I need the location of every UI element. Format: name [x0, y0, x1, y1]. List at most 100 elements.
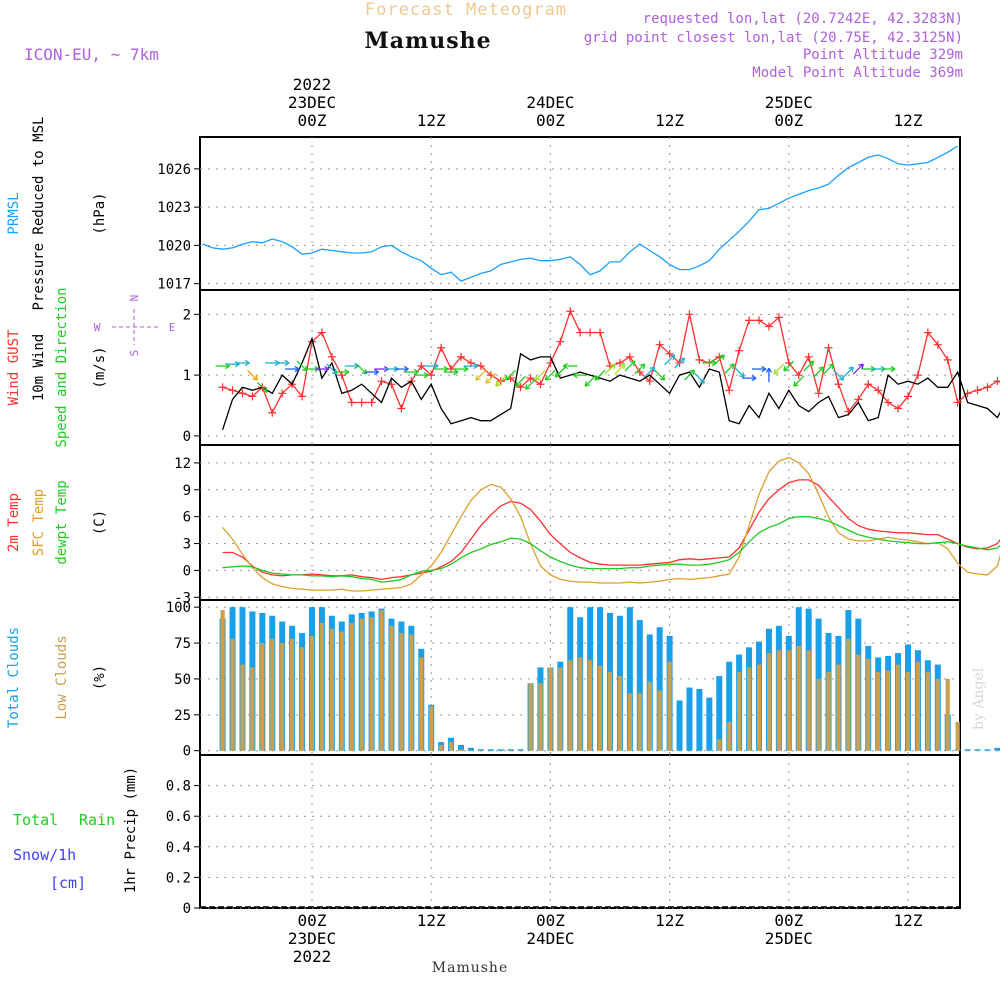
y-tick-label: 0 — [183, 563, 191, 579]
gust-marker — [298, 392, 307, 401]
wind-arrow-head — [890, 365, 896, 373]
total-cloud-bar — [517, 749, 524, 751]
wind-arrow — [713, 354, 725, 366]
gust-marker — [913, 371, 922, 380]
top-time-label: 23DEC — [288, 93, 336, 112]
low-cloud-bar — [220, 610, 225, 751]
y-tick-label: 0.8 — [166, 779, 191, 795]
rain-label: Rain — [79, 811, 115, 829]
low-cloud-bar — [677, 750, 682, 752]
low-cloud-bar — [816, 678, 821, 751]
wind-arrow-head — [848, 366, 854, 373]
wind-arrow-head — [609, 363, 616, 370]
gust-marker — [774, 313, 783, 322]
gust-marker — [874, 386, 883, 395]
wind-arrow-head — [524, 384, 531, 390]
wind-arrow — [515, 375, 527, 387]
wind-arrow — [535, 369, 546, 381]
low-cloud-bar — [339, 631, 344, 751]
wind-arrow — [783, 360, 795, 372]
total-cloud-bar — [458, 744, 464, 751]
total-cloud-bar — [507, 749, 514, 751]
wind-arrow-head — [808, 360, 815, 367]
wind-arrow-head — [649, 366, 656, 373]
credit-watermark: by Angel — [971, 667, 987, 730]
low-cloud-bar — [866, 658, 871, 751]
gust-marker — [904, 392, 912, 401]
low-cloud-bar — [240, 664, 245, 751]
gust-marker — [596, 328, 605, 337]
low-cloud-bar — [995, 750, 1000, 752]
low-cloud-bar — [826, 671, 831, 751]
total-cloud-bar — [686, 687, 693, 751]
wind-arrow-head — [659, 375, 666, 381]
wind-arrow-head — [244, 359, 250, 367]
wind-arrow-head — [751, 375, 757, 382]
gust-marker — [745, 316, 754, 325]
gust-marker — [824, 343, 833, 352]
top-time-label: 25DEC — [765, 93, 813, 112]
wind-arrow-head — [793, 381, 799, 387]
gust-marker — [536, 380, 545, 389]
low-cloud-bar — [915, 661, 921, 751]
gust-marker — [735, 346, 744, 355]
wind-arrow — [733, 366, 745, 378]
wind-arrow-head — [858, 363, 864, 370]
low-cloud-bar — [399, 633, 404, 751]
series-line — [221, 336, 1000, 431]
panel-label: Wind GUST — [6, 329, 22, 405]
wind-arrow — [525, 378, 536, 390]
gust-marker — [576, 328, 585, 337]
wind-arrow-head — [739, 371, 745, 378]
low-cloud-bar — [458, 749, 464, 751]
rain-label: Total — [13, 811, 58, 829]
total-cloud-bar — [626, 607, 633, 751]
low-cloud-bar — [905, 671, 911, 751]
gust-marker — [586, 328, 595, 337]
wind-arrow-head — [639, 363, 646, 370]
total-cloud-bar — [984, 749, 991, 751]
compass-s: S — [128, 350, 141, 357]
bottom-time-label: 23DEC — [288, 929, 336, 948]
bottom-time-label: 12Z — [417, 911, 446, 930]
wind-arrow — [773, 363, 785, 375]
y-tick-label: 75 — [174, 636, 191, 652]
low-cloud-bar — [697, 750, 702, 752]
gust-marker — [317, 328, 326, 337]
gust-marker — [993, 377, 1000, 386]
wind-arrow-head — [572, 371, 578, 379]
top-time-label: 2022 — [293, 75, 332, 94]
low-cloud-bar — [637, 693, 642, 751]
total-cloud-bar — [696, 688, 703, 751]
gust-marker — [228, 386, 237, 395]
unit-label: (m/s) — [92, 346, 108, 388]
gust-marker — [834, 380, 843, 389]
low-cloud-bar — [856, 654, 861, 751]
unit-label: (%) — [92, 665, 108, 690]
location-title: Mamushe — [364, 28, 491, 54]
gust-marker — [268, 408, 277, 417]
gust-marker — [377, 377, 386, 386]
y-tick-label: -3 — [174, 590, 191, 606]
y-tick-label: 2 — [183, 307, 191, 323]
y-tick-label: 9 — [183, 483, 191, 499]
wind-arrow — [674, 357, 685, 369]
wind-arrow — [684, 369, 695, 381]
low-cloud-bar — [468, 750, 474, 752]
low-cloud-bar — [717, 739, 722, 751]
compass-n: N — [128, 295, 141, 302]
wind-arrow-head — [473, 362, 479, 370]
series-line — [202, 145, 959, 282]
wind-arrow-head — [505, 375, 511, 381]
low-cloud-bar — [290, 638, 295, 751]
wind-arrow — [246, 369, 258, 381]
gust-marker — [764, 322, 773, 331]
y-tick-label: 1 — [183, 368, 191, 384]
wind-arrow — [604, 363, 616, 375]
wind-arrow — [644, 366, 656, 378]
gust-marker — [417, 361, 426, 370]
point-altitude: Point Altitude 329m — [803, 47, 963, 63]
low-cloud-bar — [230, 638, 235, 751]
gust-marker — [725, 386, 734, 395]
